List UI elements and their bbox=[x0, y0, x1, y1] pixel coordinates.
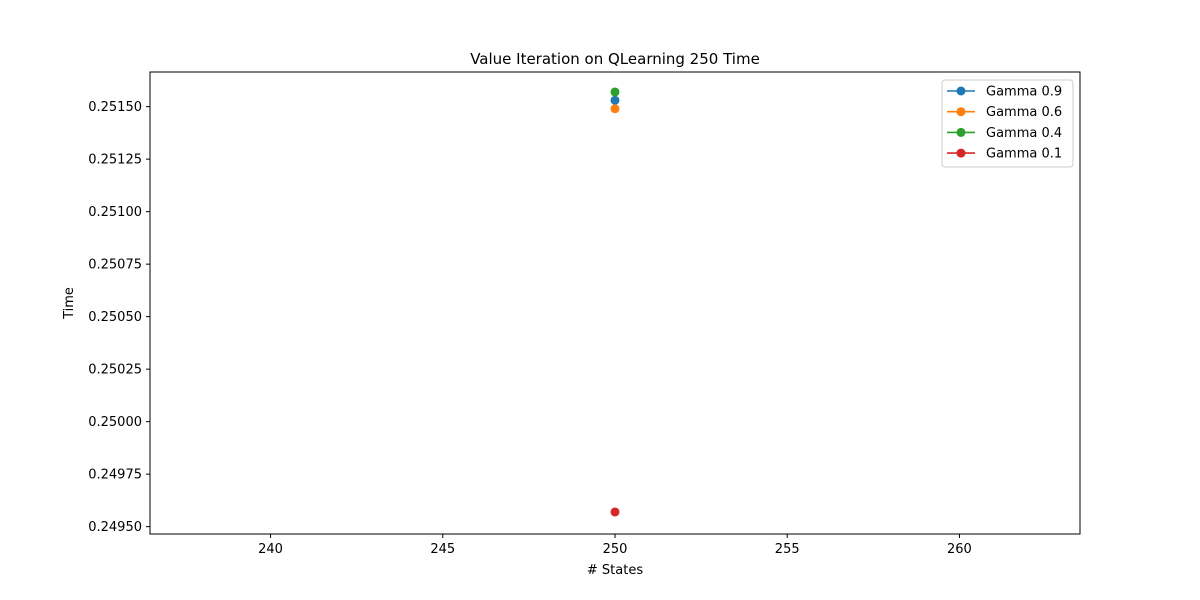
y-axis: 0.24950 0.24975 0.25000 0.25025 0.25050 0.250… bbox=[88, 100, 150, 535]
legend-marker bbox=[956, 148, 966, 158]
x-tick-label: 255 bbox=[775, 542, 800, 557]
data-point-series-1 bbox=[610, 104, 620, 114]
x-tick-label: 245 bbox=[430, 542, 455, 557]
y-tick-label: 0.25000 bbox=[88, 415, 142, 430]
y-tick-label: 0.24975 bbox=[88, 468, 142, 483]
data-point-series-3 bbox=[610, 507, 620, 517]
x-axis-title: # States bbox=[587, 563, 643, 578]
plot-area bbox=[149, 71, 1081, 535]
y-axis-title: Time bbox=[62, 287, 77, 320]
data-point-series-0 bbox=[610, 95, 620, 105]
y-tick-label: 0.25100 bbox=[88, 205, 142, 220]
x-axis: 240 245 250 255 260 bbox=[258, 534, 972, 557]
y-tick-label: 0.25125 bbox=[88, 153, 142, 168]
legend-marker bbox=[956, 127, 966, 137]
x-tick-label: 260 bbox=[947, 542, 972, 557]
legend-marker bbox=[956, 107, 966, 117]
legend: Gamma 0.9 Gamma 0.6 Gamma 0.4 Gamma 0.1 bbox=[941, 79, 1074, 168]
x-tick-label: 250 bbox=[603, 542, 628, 557]
legend-label: Gamma 0.6 bbox=[986, 105, 1062, 120]
legend-label: Gamma 0.4 bbox=[986, 126, 1062, 141]
legend-label: Gamma 0.1 bbox=[986, 147, 1062, 162]
y-tick-label: 0.25150 bbox=[88, 100, 142, 115]
chart-title: Value Iteration on QLearning 250 Time bbox=[470, 50, 760, 68]
data-point-series-2 bbox=[610, 87, 620, 97]
legend-label: Gamma 0.9 bbox=[986, 85, 1062, 100]
x-tick-label: 240 bbox=[258, 542, 283, 557]
y-tick-label: 0.24950 bbox=[88, 520, 142, 535]
legend-frame bbox=[941, 79, 1074, 168]
y-tick-label: 0.25075 bbox=[88, 258, 142, 273]
data-points bbox=[610, 87, 620, 517]
y-tick-label: 0.25025 bbox=[88, 363, 142, 378]
legend-marker bbox=[956, 86, 966, 96]
y-tick-label: 0.25050 bbox=[88, 310, 142, 325]
